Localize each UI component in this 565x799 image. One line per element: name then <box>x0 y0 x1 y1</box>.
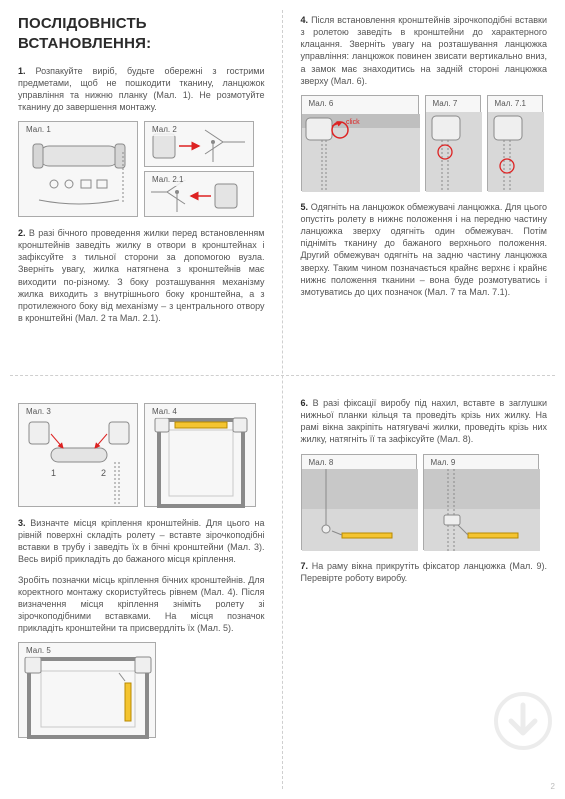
quadrant-top-right: 4. Після встановлення кронштейнів зірочк… <box>283 0 565 383</box>
figure-7-label: Мал. 7 <box>431 99 460 110</box>
figure-8: Мал. 8 <box>301 454 417 550</box>
figure-2: Мал. 2 <box>144 121 254 167</box>
separator-vertical <box>282 10 283 789</box>
figure-71-label: Мал. 7.1 <box>493 99 528 110</box>
step-2-text: 2. В разі бічного проведення жилки перед… <box>18 227 265 324</box>
step-1-text: 1. Розпакуйте виріб, будьте обережні з г… <box>18 65 265 114</box>
figure-8-label: Мал. 8 <box>307 458 336 469</box>
step-3-body-a: Визначте місця кріплення кронштейнів. Дл… <box>18 518 265 564</box>
step-6-num: 6. <box>301 398 309 408</box>
step-6-text: 6. В разі фіксації виробу під нахил, вст… <box>301 397 548 446</box>
figure-4-label: Мал. 4 <box>150 407 179 418</box>
figure-2-1: Мал. 2.1 <box>144 171 254 217</box>
step-7-num: 7. <box>301 561 309 571</box>
svg-text:1: 1 <box>51 468 56 478</box>
figure-1: Мал. 1 <box>18 121 138 217</box>
figure-5-label: Мал. 5 <box>24 646 53 657</box>
figure-row-6-7: Мал. 6 click Мал. 7 <box>301 95 548 191</box>
quadrant-bottom-right: 6. В разі фіксації виробу під нахил, вст… <box>283 383 565 799</box>
figure-2-label: Мал. 2 <box>150 125 179 136</box>
step-5-body: Одягніть на ланцюжок обмежувачі ланцюжка… <box>301 202 548 297</box>
step-6-body: В разі фіксації виробу під нахил, вставт… <box>301 398 548 444</box>
figure-row-8-9: Мал. 8 Мал. 9 <box>301 454 548 550</box>
watermark-icon <box>493 691 553 751</box>
figure-7: Мал. 7 <box>425 95 481 191</box>
figure-9: Мал. 9 <box>423 454 539 550</box>
step-5-num: 5. <box>301 202 309 212</box>
step-7-body: На раму вікна прикрутіть фіксатор ланцюж… <box>301 561 548 583</box>
step-2-body: В разі бічного проведення жилки перед вс… <box>18 228 265 323</box>
click-label: click <box>346 119 360 126</box>
figure-21-label: Мал. 2.1 <box>150 175 185 186</box>
figure-row-5: Мал. 5 <box>18 642 265 738</box>
figure-4: Мал. 4 <box>144 403 256 507</box>
figure-3: Мал. 3 1 2 <box>18 403 138 507</box>
step-3-num: 3. <box>18 518 26 528</box>
page-title: ПОСЛІДОВНІСТЬ ВСТАНОВЛЕННЯ: <box>18 14 265 55</box>
step-4-body: Після встановлення кронштейнів зірочкопо… <box>301 15 548 86</box>
step-5-text: 5. Одягніть на ланцюжок обмежувачі ланцю… <box>301 201 548 298</box>
figure-5: Мал. 5 <box>18 642 156 738</box>
figure-row-3-4: Мал. 3 1 2 Мал. 4 <box>18 403 265 507</box>
step-1-body: Розпакуйте виріб, будьте обережні з гост… <box>18 66 265 112</box>
step-3-text-a: 3. Визначте місця кріплення кронштейнів.… <box>18 517 265 566</box>
figure-2-stack: Мал. 2 Мал. 2.1 <box>144 121 254 217</box>
svg-text:2: 2 <box>101 468 106 478</box>
figure-7-1: Мал. 7.1 <box>487 95 543 191</box>
step-3-text-b: Зробіть позначки місць кріплення бічних … <box>18 574 265 635</box>
figure-row-1-2: Мал. 1 Мал. 2 <box>18 121 265 217</box>
figure-3-label: Мал. 3 <box>24 407 53 418</box>
figure-6-label: Мал. 6 <box>307 99 336 110</box>
figure-6: Мал. 6 click <box>301 95 419 191</box>
step-4-num: 4. <box>301 15 309 25</box>
step-7-text: 7. На раму вікна прикрутіть фіксатор лан… <box>301 560 548 584</box>
figure-9-label: Мал. 9 <box>429 458 458 469</box>
quadrant-bottom-left: Мал. 3 1 2 Мал. 4 <box>0 383 283 799</box>
quadrant-top-left: ПОСЛІДОВНІСТЬ ВСТАНОВЛЕННЯ: 1. Розпакуйт… <box>0 0 283 383</box>
step-2-num: 2. <box>18 228 26 238</box>
step-1-num: 1. <box>18 66 26 76</box>
page-number: 2 <box>551 782 555 793</box>
step-4-text: 4. Після встановлення кронштейнів зірочк… <box>301 14 548 87</box>
figure-1-label: Мал. 1 <box>24 125 53 136</box>
